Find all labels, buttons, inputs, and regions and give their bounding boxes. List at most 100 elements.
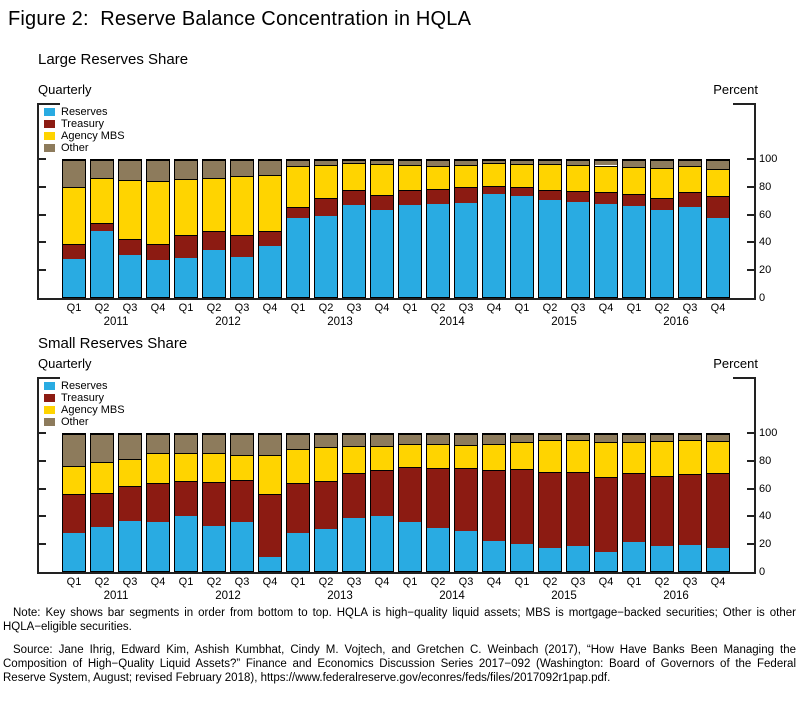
y-tick-40 [39, 241, 46, 244]
bar-segment-reserves [679, 544, 701, 571]
legend-item-agency-mbs: Agency MBS [44, 404, 125, 416]
bar-segment-agency-mbs [371, 164, 393, 195]
x-tick-label-year-2014: 2014 [439, 316, 465, 328]
y-tick-80 [39, 459, 46, 462]
bar-segment-agency-mbs [203, 177, 225, 232]
bar-segment-other [567, 434, 589, 441]
bar-segment-reserves [147, 260, 169, 297]
x-tick-label-quarter: Q2 [206, 576, 222, 588]
bar-segment-reserves [287, 532, 309, 571]
bar-segment-other [91, 160, 113, 178]
y-tick-20 [747, 543, 754, 546]
x-tick-label-quarter: Q3 [458, 302, 474, 314]
x-tick-label-quarter: Q4 [262, 302, 278, 314]
legend-item-other: Other [44, 142, 125, 154]
bar-segment-treasury [119, 486, 141, 521]
stacked-bar-2015-Q4 [594, 433, 618, 572]
y-tick-100 [39, 158, 46, 160]
y-tick-label-20: 20 [759, 264, 772, 277]
x-tick-label-quarter: Q1 [626, 302, 642, 314]
legend-swatch-other [44, 418, 55, 426]
stacked-bar-2014-Q2 [426, 433, 450, 572]
bar-segment-agency-mbs [119, 458, 141, 487]
bar-segment-agency-mbs [119, 179, 141, 240]
bar-segment-agency-mbs [315, 164, 337, 199]
bar-segment-reserves [567, 202, 589, 297]
bar-segment-agency-mbs [287, 166, 309, 208]
bar-segment-agency-mbs [259, 455, 281, 495]
x-tick-label-quarter: Q4 [710, 302, 726, 314]
bar-segment-treasury [91, 492, 113, 528]
bar-segment-other [707, 160, 729, 169]
frame-cap-left [39, 103, 60, 105]
bar-segment-other [595, 160, 617, 166]
bar-segment-treasury [231, 479, 253, 523]
x-tick-label-quarter: Q1 [66, 302, 82, 314]
x-tick-label-quarter: Q3 [122, 576, 138, 588]
bar-segment-reserves [343, 517, 365, 571]
bar-segment-agency-mbs [567, 440, 589, 472]
legend-item-agency-mbs: Agency MBS [44, 130, 125, 142]
y-tick-40 [747, 515, 754, 518]
x-tick-label-quarter: Q4 [598, 576, 614, 588]
y-tick-20 [39, 269, 46, 272]
bar-segment-other [539, 434, 561, 441]
source-text: Source: Jane Ihrig, Edward Kim, Ashish K… [3, 644, 796, 684]
x-tick-label-quarter: Q3 [570, 576, 586, 588]
bar-segment-agency-mbs [567, 164, 589, 191]
legend-label: Treasury [61, 118, 104, 130]
bar-segment-reserves [455, 531, 477, 571]
bar-segment-reserves [455, 203, 477, 297]
bar-segment-reserves [511, 195, 533, 297]
bar-segment-reserves [539, 200, 561, 297]
bar-segment-other [287, 160, 309, 167]
bar-segment-agency-mbs [651, 167, 673, 198]
bar-segment-reserves [147, 521, 169, 571]
bar-segment-other [623, 160, 645, 167]
x-tick-label-quarter: Q1 [66, 576, 82, 588]
x-tick-label-quarter: Q2 [542, 302, 558, 314]
bar-segment-agency-mbs [63, 187, 85, 244]
x-tick-label-quarter: Q1 [514, 302, 530, 314]
bar-segment-other [679, 434, 701, 441]
x-tick-label-year-2012: 2012 [215, 590, 241, 602]
y-tick-60 [39, 487, 46, 490]
bar-segment-reserves [203, 525, 225, 571]
bar-segment-treasury [147, 482, 169, 522]
unit-label: Percent [713, 356, 758, 371]
y-tick-20 [39, 543, 46, 546]
bar-segment-reserves [707, 217, 729, 297]
bar-segment-reserves [595, 203, 617, 297]
bar-segment-treasury [315, 198, 337, 216]
bar-segment-agency-mbs [623, 166, 645, 194]
y-tick-label-40: 40 [759, 236, 772, 249]
bar-segment-other [343, 160, 365, 164]
bar-segment-reserves [679, 207, 701, 297]
y-tick-40 [747, 241, 754, 244]
legend-label: Treasury [61, 392, 104, 404]
bar-segment-reserves [595, 551, 617, 571]
x-tick-label-quarter: Q1 [290, 302, 306, 314]
x-tick-label-year-2013: 2013 [327, 316, 353, 328]
bar-segment-agency-mbs [455, 444, 477, 469]
bar-segment-treasury [63, 493, 85, 533]
stacked-bar-2012-Q1 [174, 433, 198, 572]
bar-segment-other [623, 434, 645, 443]
bar-segment-other [567, 160, 589, 165]
x-tick-label-quarter: Q1 [514, 576, 530, 588]
bar-segment-treasury [399, 466, 421, 523]
bar-segment-reserves [175, 516, 197, 571]
bar-segment-agency-mbs [203, 453, 225, 482]
bar-segment-treasury [511, 187, 533, 196]
stacked-bar-2014-Q4 [482, 433, 506, 572]
bar-segment-treasury [63, 243, 85, 259]
x-tick-label-year-2013: 2013 [327, 590, 353, 602]
bar-segment-agency-mbs [399, 164, 421, 191]
stacked-bar-2011-Q3 [118, 159, 142, 298]
bar-segment-treasury [399, 190, 421, 206]
bar-segment-treasury [203, 231, 225, 250]
bar-segment-treasury [343, 190, 365, 205]
y-tick-60 [39, 213, 46, 216]
frequency-label: Quarterly [38, 356, 92, 371]
bar-segment-other [651, 160, 673, 168]
